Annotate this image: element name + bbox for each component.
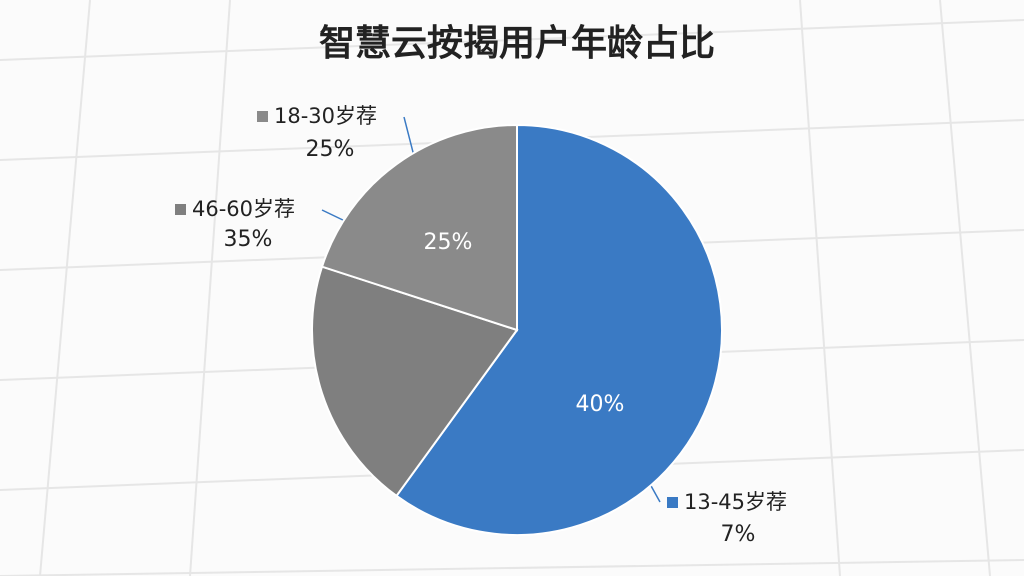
chart-title: 智慧云按揭用户年龄占比 <box>319 23 715 64</box>
annotation: 25% <box>424 230 473 255</box>
annotation: 25% <box>306 137 355 162</box>
annotation: 35% <box>224 227 273 252</box>
category-label: 18-30岁荐 <box>274 104 377 128</box>
annotation: 7% <box>721 522 756 547</box>
category-label: 46-60岁荐 <box>192 197 295 221</box>
pie-slice <box>320 123 518 332</box>
pie-slice <box>311 265 519 498</box>
annotation: 40% <box>576 392 625 417</box>
legend-marker <box>667 497 678 508</box>
category-label: 13-45岁荐 <box>684 490 787 514</box>
legend-marker <box>175 204 186 215</box>
pie-slice <box>395 123 723 536</box>
legend-marker <box>257 111 268 122</box>
